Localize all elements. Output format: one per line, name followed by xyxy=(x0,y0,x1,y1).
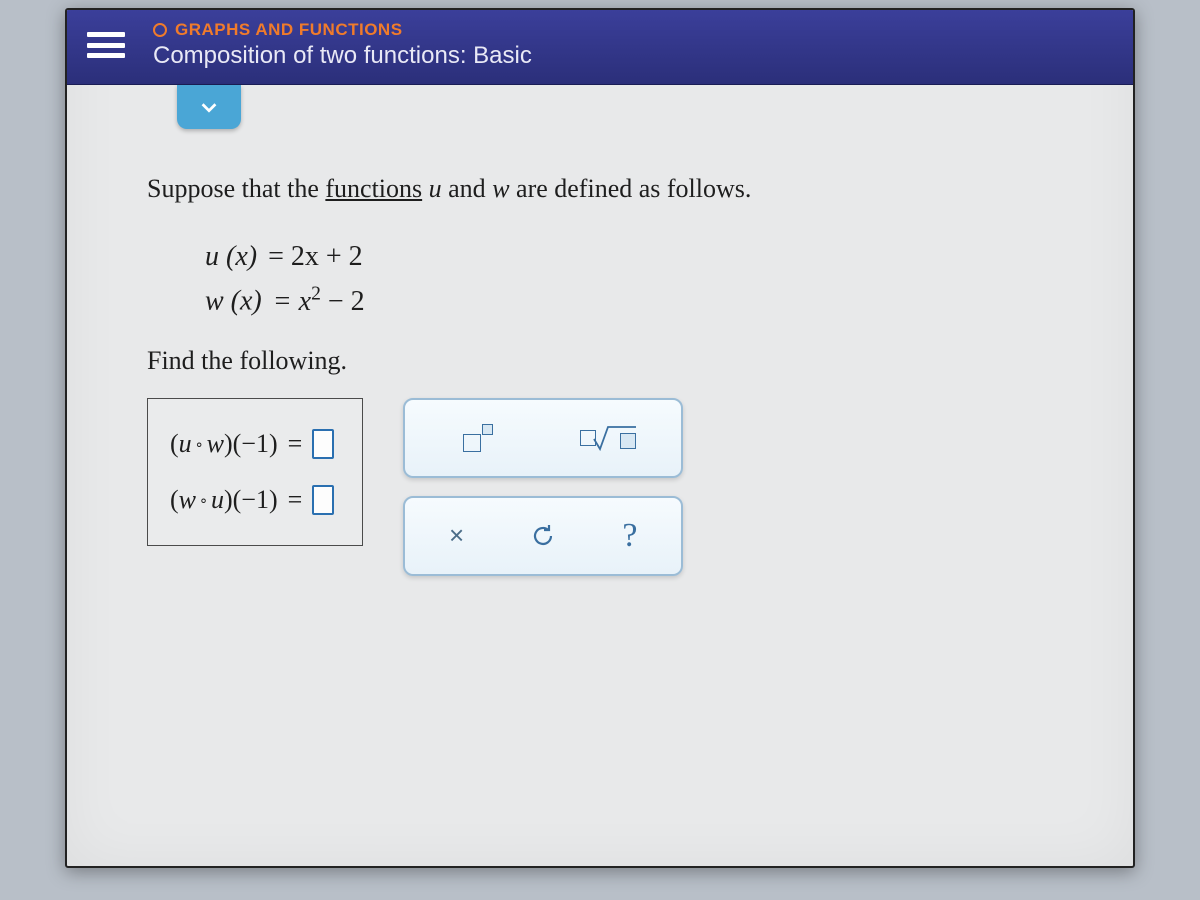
r2-open: ( xyxy=(170,485,179,514)
r2-b: u xyxy=(211,485,224,514)
functions-link[interactable]: functions xyxy=(325,174,422,203)
category-text: GRAPHS AND FUNCTIONS xyxy=(175,20,403,40)
topic-title: Composition of two functions: Basic xyxy=(153,42,532,70)
r2-close: ) xyxy=(224,485,233,514)
exponent-icon xyxy=(463,424,493,452)
help-icon: ? xyxy=(622,517,637,555)
answer-input-1[interactable] xyxy=(312,429,334,459)
answer-input-2[interactable] xyxy=(312,485,334,515)
r1-b: w xyxy=(207,429,224,458)
exponent-tool[interactable] xyxy=(448,414,508,462)
function-definitions: u (x) = 2x + 2 w (x) = x2 − 2 xyxy=(205,241,1099,317)
r1-a: u xyxy=(179,429,192,458)
reset-button[interactable] xyxy=(513,512,573,560)
action-tools-panel: × ? xyxy=(403,496,683,576)
category-label: GRAPHS AND FUNCTIONS xyxy=(153,20,532,40)
r1-open: ( xyxy=(170,429,179,458)
def-w-rhs-pre: = x xyxy=(273,286,311,317)
r2-arg: (−1) xyxy=(233,485,278,514)
r1-arg: (−1) xyxy=(233,429,278,458)
header-bar: GRAPHS AND FUNCTIONS Composition of two … xyxy=(67,10,1133,85)
def-u-lhs: u (x) xyxy=(205,241,257,272)
sqrt-tool[interactable] xyxy=(578,414,638,462)
chevron-down-icon xyxy=(198,96,220,118)
menu-icon[interactable] xyxy=(87,30,125,60)
def-w-exp: 2 xyxy=(311,283,321,304)
answer-row-2: (w∘u)(−1) = xyxy=(170,485,334,515)
r1-eq: = xyxy=(288,429,303,459)
r2-a: w xyxy=(179,485,196,514)
intro-and: and xyxy=(442,174,493,203)
def-w: w (x) = x2 − 2 xyxy=(205,283,1099,317)
r1-close: ) xyxy=(224,429,233,458)
r1-compose-icon: ∘ xyxy=(192,437,207,453)
var-u: u xyxy=(429,174,442,203)
app-frame: GRAPHS AND FUNCTIONS Composition of two … xyxy=(65,8,1135,868)
close-icon: × xyxy=(449,520,464,551)
def-w-rhs-post: − 2 xyxy=(321,286,365,317)
tool-column: × ? xyxy=(403,398,683,576)
work-row: (u∘w)(−1) = (w∘u)(−1) = xyxy=(147,398,1099,576)
help-button[interactable]: ? xyxy=(600,512,660,560)
content-area: Suppose that the functions u and w are d… xyxy=(67,85,1133,866)
r2-eq: = xyxy=(288,485,303,515)
intro-post: are defined as follows. xyxy=(510,174,752,203)
math-tools-panel xyxy=(403,398,683,478)
r2-compose-icon: ∘ xyxy=(196,493,211,509)
refresh-icon xyxy=(529,522,557,550)
sqrt-icon xyxy=(580,423,636,453)
find-label: Find the following. xyxy=(147,346,1099,376)
answers-box: (u∘w)(−1) = (w∘u)(−1) = xyxy=(147,398,363,546)
category-bullet-icon xyxy=(153,23,167,37)
answer-row-1: (u∘w)(−1) = xyxy=(170,429,334,459)
def-u-rhs: = 2x + 2 xyxy=(268,241,363,272)
var-w: w xyxy=(492,174,509,203)
header-text: GRAPHS AND FUNCTIONS Composition of two … xyxy=(153,20,532,70)
def-u: u (x) = 2x + 2 xyxy=(205,241,1099,273)
intro-pre: Suppose that the xyxy=(147,174,325,203)
problem-intro: Suppose that the functions u and w are d… xyxy=(147,171,1099,207)
expand-toggle[interactable] xyxy=(177,85,241,129)
sqrt-radicand-slot xyxy=(620,433,636,449)
def-w-lhs: w (x) xyxy=(205,286,262,317)
clear-button[interactable]: × xyxy=(427,512,487,560)
